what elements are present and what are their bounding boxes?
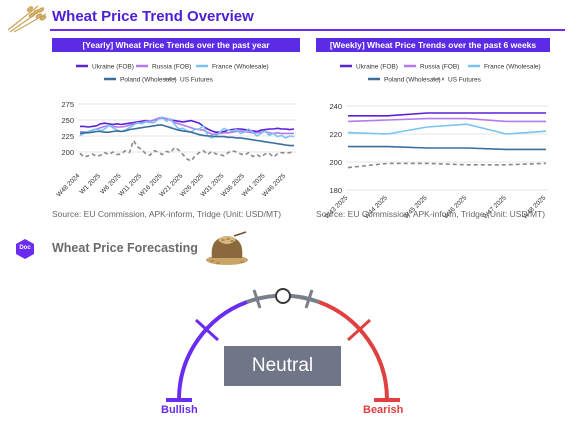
y-tick-label: 250 — [61, 116, 74, 125]
y-tick-label: 200 — [329, 158, 342, 167]
series-line — [79, 116, 295, 139]
grain-sack-image — [206, 231, 248, 265]
gauge-bullish-segment — [176, 300, 248, 401]
legend-label: Ukraine (FOB) — [92, 64, 134, 71]
legend-label: France (Wholesale) — [212, 64, 269, 71]
y-tick-label: 240 — [329, 102, 342, 111]
yearly-chart: Ukraine (FOB) Russia (FOB) France (Wholesa… — [56, 64, 296, 198]
gauge-bullish-label: Bullish — [161, 404, 198, 416]
y-tick-label: 200 — [61, 148, 74, 157]
weekly-chart-source: Source: EU Commission, APK-inform, Tridg… — [316, 209, 546, 219]
series-line — [80, 117, 295, 133]
yearly-chart-source: Source: EU Commission, APK-inform, Tridg… — [52, 209, 282, 219]
yearly-chart-title: [Yearly] Wheat Price Trends over the pas… — [52, 38, 300, 52]
sentiment-gauge — [166, 288, 400, 402]
legend-label: France (Wholesale) — [484, 64, 541, 71]
gauge-bearish-label: Bearish — [363, 404, 404, 416]
series-line — [347, 123, 547, 135]
wheat-logo-icon — [7, 5, 47, 33]
series-line — [348, 145, 546, 151]
weekly-chart: Ukraine (FOB) Russia (FOB) France (Wholesa… — [324, 64, 548, 218]
y-tick-label: 180 — [329, 186, 342, 195]
gauge-tick-neutral-left — [252, 289, 262, 309]
legend-label: Poland (Wholesale) — [120, 77, 177, 84]
series-line — [347, 117, 546, 123]
weekly-chart-panel: [Weekly] Wheat Price Trends over the pas… — [316, 38, 550, 218]
doc-badge-label: Doc — [19, 245, 31, 251]
forecast-status-badge: Neutral — [224, 346, 341, 386]
y-tick-label: 220 — [329, 130, 342, 139]
series-line — [79, 124, 294, 147]
gauge-tick-bearish — [346, 318, 372, 342]
legend-label: Poland (Wholesale) — [384, 77, 441, 84]
gauge-needle-marker — [275, 288, 291, 304]
series-line — [79, 116, 294, 135]
x-tick-label: W1 2025 — [79, 172, 103, 196]
legend-label: Russia (FOB) — [420, 64, 459, 71]
series-line — [79, 139, 295, 162]
gauge-bearish-segment — [318, 300, 390, 401]
legend-label: Ukraine (FOB) — [356, 64, 398, 71]
legend-label: US Futures — [448, 77, 482, 84]
gauge-tick-neutral-right — [304, 289, 314, 309]
legend-label: Russia (FOB) — [152, 64, 191, 71]
weekly-chart-title: [Weekly] Wheat Price Trends over the pas… — [316, 38, 550, 52]
series-line — [347, 162, 547, 169]
y-tick-label: 275 — [61, 100, 74, 109]
gauge-tick-bullish — [194, 318, 220, 342]
legend-label: US Futures — [180, 77, 214, 84]
forecast-title: Wheat Price Forecasting — [52, 241, 198, 255]
title-divider — [50, 29, 565, 31]
doc-badge-icon — [16, 239, 34, 259]
x-tick-label: W48 2024 — [56, 172, 82, 198]
yearly-chart-panel: [Yearly] Wheat Price Trends over the pas… — [52, 38, 300, 218]
series-line — [348, 112, 546, 117]
page-title: Wheat Price Trend Overview — [52, 8, 254, 25]
y-tick-label: 225 — [61, 132, 74, 141]
